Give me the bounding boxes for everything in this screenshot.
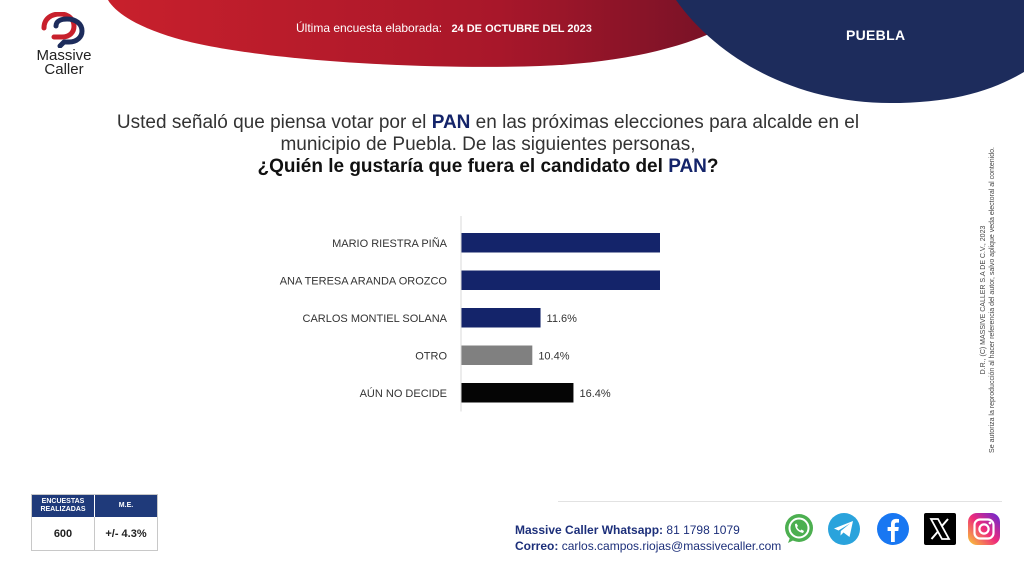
legal-note: D.R., (C) MASSIVE CALLER S.A DE C.V., 20… [968,120,1008,480]
question-line3-pre: ¿Quién le gustaría que fuera el candidat… [257,156,668,177]
whatsapp-number[interactable]: 81 1798 1079 [666,523,739,537]
legal-note-line1: D.R., (C) MASSIVE CALLER S.A DE C.V., 20… [979,120,988,480]
question-line-1: Usted señaló que piensa votar por el PAN… [40,112,936,134]
value-label-2: 11.6% [547,313,578,325]
question-line1-pre: Usted señaló que piensa votar por el [117,112,432,133]
category-label-4: AÚN NO DECIDE [360,387,447,400]
legal-note-text: D.R., (C) MASSIVE CALLER S.A DE C.V., 20… [979,120,997,480]
email-address[interactable]: carlos.campos.riojas@massivecaller.com [562,539,782,553]
facebook-icon[interactable] [876,512,910,546]
survey-date-label: Última encuesta elaborada: [296,21,442,35]
bar-1 [461,271,660,291]
bar-3 [461,346,532,366]
bar-2 [461,308,541,328]
category-label-3: OTRO [415,350,447,362]
bar-4 [461,383,573,403]
stats-header-row: ENCUESTAS REALIZADAS M.E. [32,495,157,517]
bar-0 [461,233,660,253]
survey-date-line: Última encuesta elaborada: 24 DE OCTUBRE… [296,21,592,35]
x-twitter-icon[interactable] [923,512,957,546]
value-label-3: 10.4% [538,350,569,362]
bar-chart-svg: MARIO RIESTRA PIÑA32.3%ANA TERESA ARANDA… [240,216,660,412]
question-line-2: municipio de Puebla. De las siguientes p… [40,134,936,156]
stats-value-row: 600 +/- 4.3% [32,517,157,550]
bar-chart: MARIO RIESTRA PIÑA32.3%ANA TERESA ARANDA… [240,216,660,417]
stats-me-value: +/- 4.3% [95,517,157,550]
header-banner [0,0,1024,110]
banner-navy-shape [676,0,1024,103]
question-party-2: PAN [668,156,707,177]
contact-info: Massive Caller Whatsapp: 81 1798 1079 Co… [515,522,781,554]
footer-divider [558,501,1002,502]
instagram-icon[interactable] [967,512,1001,546]
stats-encuestas-value: 600 [32,517,95,550]
value-label-4: 16.4% [579,388,610,400]
massive-caller-logo: Massive Caller [30,12,98,78]
survey-question: Usted señaló que piensa votar por el PAN… [40,112,936,178]
category-label-0: MARIO RIESTRA PIÑA [332,237,448,250]
logo-text-line2: Caller [30,62,98,77]
question-party-1: PAN [432,112,471,133]
logo-icon [40,12,88,48]
whatsapp-icon[interactable] [782,512,816,546]
stats-me-label: M.E. [95,495,157,517]
email-label: Correo: [515,539,558,553]
question-line3-post: ? [707,156,719,177]
contact-email: Correo: carlos.campos.riojas@massivecall… [515,538,781,554]
whatsapp-label: Massive Caller Whatsapp: [515,523,663,537]
category-label-2: CARLOS MONTIEL SOLANA [303,313,448,325]
contact-whatsapp: Massive Caller Whatsapp: 81 1798 1079 [515,522,781,538]
survey-stats-table: ENCUESTAS REALIZADAS M.E. 600 +/- 4.3% [31,494,158,551]
stats-encuestas-label: ENCUESTAS REALIZADAS [32,495,95,517]
telegram-icon[interactable] [827,512,861,546]
question-line1-post: en las próximas elecciones para alcalde … [470,112,859,133]
banner-shapes [0,0,1024,110]
region-label: PUEBLA [846,27,905,43]
survey-date-value: 24 DE OCTUBRE DEL 2023 [451,23,591,35]
category-label-1: ANA TERESA ARANDA OROZCO [280,275,448,287]
legal-note-line2: Se autoriza la reproducción al hacer ref… [988,120,997,480]
question-line-3: ¿Quién le gustaría que fuera el candidat… [40,156,936,178]
